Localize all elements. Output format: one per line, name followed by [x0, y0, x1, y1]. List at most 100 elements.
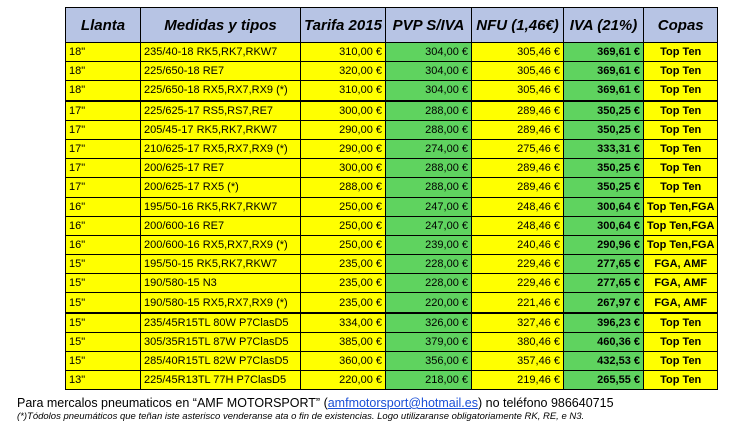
- price-table: Llanta Medidas y tipos Tarifa 2015 PVP S…: [65, 7, 719, 391]
- cell-llanta: 15": [65, 350, 141, 372]
- cell-iva: 350,25 €: [563, 177, 644, 198]
- table-header-row: Llanta Medidas y tipos Tarifa 2015 PVP S…: [65, 7, 719, 43]
- table-row: 13" 225/45R13TL 77H P7ClasD5 220,00 €218,0…: [65, 370, 719, 391]
- cell-copas: Top Ten: [642, 311, 719, 333]
- cell-medida: 200/600-16 RE7: [140, 215, 301, 236]
- table-row: 16" 200/600-16 RX5,RX7,RX9 (*) 250,00 €239…: [65, 234, 719, 256]
- cell-tarifa: 334,00 €: [300, 311, 386, 333]
- cell-tarifa: 288,00 €: [300, 177, 386, 198]
- cell-medida: 235/45R15TL 80W P7ClasD5: [140, 311, 301, 333]
- cell-copas: Top Ten,FGA: [642, 196, 719, 217]
- cell-nfu: 305,46 €: [471, 61, 564, 82]
- cell-medida: 205/45-17 RK5,RK7,RKW7: [140, 119, 301, 140]
- cell-tarifa: 250,00 €: [300, 215, 386, 236]
- header-pvp: PVP S/IVA: [385, 7, 472, 43]
- asterisk-note: (*)Tódolos pneumáticos que teñan iste as…: [17, 411, 585, 422]
- cell-copas: Top Ten: [642, 331, 719, 353]
- cell-llanta: 18": [65, 80, 141, 102]
- cell-iva: 369,61 €: [563, 61, 644, 82]
- cell-iva: 265,55 €: [563, 370, 644, 391]
- table-row: 16" 195/50-16 RK5,RK7,RKW7 250,00 €247,00 …: [65, 196, 719, 217]
- cell-llanta: 17": [65, 177, 141, 198]
- cell-copas: Top Ten: [642, 41, 719, 63]
- cell-pvp: 239,00 €: [385, 234, 472, 256]
- cell-pvp: 326,00 €: [385, 311, 472, 333]
- table-row: 17" 205/45-17 RK5,RK7,RKW7 290,00 €288,00 …: [65, 119, 719, 140]
- cell-copas: Top Ten: [642, 99, 719, 121]
- cell-iva: 350,25 €: [563, 99, 644, 121]
- cell-iva: 277,65 €: [563, 254, 644, 275]
- cell-tarifa: 290,00 €: [300, 119, 386, 140]
- cell-iva: 300,64 €: [563, 196, 644, 217]
- cell-llanta: 13": [65, 370, 141, 391]
- cell-pvp: 220,00 €: [385, 292, 472, 314]
- cell-nfu: 229,46 €: [471, 254, 564, 275]
- contact-text-after: ) no teléfono 986640715: [477, 396, 614, 410]
- cell-medida: 235/40-18 RK5,RK7,RKW7: [140, 41, 301, 63]
- cell-iva: 432,53 €: [563, 350, 644, 372]
- cell-nfu: 248,46 €: [471, 196, 564, 217]
- email-link[interactable]: amfmotorsport@hotmail.es: [327, 396, 478, 410]
- header-copas: Copas: [642, 7, 719, 43]
- cell-nfu: 248,46 €: [471, 215, 564, 236]
- cell-llanta: 17": [65, 138, 141, 160]
- cell-llanta: 17": [65, 119, 141, 140]
- cell-copas: FGA, AMF: [642, 292, 719, 314]
- table-row: 18" 225/650-18 RE7 320,00 €304,00 €305,46 …: [65, 61, 719, 82]
- table-row: 16" 200/600-16 RE7 250,00 €247,00 €248,46 …: [65, 215, 719, 236]
- cell-copas: FGA, AMF: [642, 254, 719, 275]
- cell-copas: Top Ten: [642, 80, 719, 102]
- cell-nfu: 289,46 €: [471, 177, 564, 198]
- cell-tarifa: 320,00 €: [300, 61, 386, 82]
- contact-line: Para mercalos pneumaticos en “AMF MOTORS…: [17, 396, 737, 410]
- cell-pvp: 356,00 €: [385, 350, 472, 372]
- cell-medida: 225/45R13TL 77H P7ClasD5: [140, 370, 301, 391]
- cell-llanta: 15": [65, 292, 141, 314]
- cell-pvp: 218,00 €: [385, 370, 472, 391]
- cell-pvp: 304,00 €: [385, 80, 472, 102]
- cell-llanta: 16": [65, 215, 141, 236]
- table-row: 17" 210/625-17 RX5,RX7,RX9 (*) 290,00 €274…: [65, 138, 719, 160]
- cell-tarifa: 290,00 €: [300, 138, 386, 160]
- cell-nfu: 219,46 €: [471, 370, 564, 391]
- cell-pvp: 247,00 €: [385, 215, 472, 236]
- table-row: 18" 225/650-18 RX5,RX7,RX9 (*) 310,00 €304…: [65, 80, 719, 102]
- table-row: 17" 225/625-17 RS5,RS7,RE7 300,00 €288,00 …: [65, 99, 719, 121]
- cell-iva: 290,96 €: [563, 234, 644, 256]
- cell-medida: 225/650-18 RX5,RX7,RX9 (*): [140, 80, 301, 102]
- cell-medida: 200/625-17 RE7: [140, 158, 301, 179]
- cell-llanta: 15": [65, 311, 141, 333]
- cell-copas: Top Ten: [642, 177, 719, 198]
- cell-llanta: 17": [65, 99, 141, 121]
- cell-medida: 200/600-16 RX5,RX7,RX9 (*): [140, 234, 301, 256]
- cell-llanta: 15": [65, 331, 141, 353]
- cell-medida: 225/650-18 RE7: [140, 61, 301, 82]
- table-row: 18" 235/40-18 RK5,RK7,RKW7 310,00 €304,00 …: [65, 41, 719, 63]
- table-body: 18" 235/40-18 RK5,RK7,RKW7 310,00 €304,00 …: [65, 41, 719, 391]
- cell-pvp: 288,00 €: [385, 177, 472, 198]
- table-row: 17" 200/625-17 RE7 300,00 €288,00 €289,46 …: [65, 158, 719, 179]
- cell-iva: 350,25 €: [563, 158, 644, 179]
- cell-medida: 210/625-17 RX5,RX7,RX9 (*): [140, 138, 301, 160]
- cell-tarifa: 360,00 €: [300, 350, 386, 372]
- cell-tarifa: 235,00 €: [300, 292, 386, 314]
- cell-iva: 267,97 €: [563, 292, 644, 314]
- cell-medida: 285/40R15TL 82W P7ClasD5: [140, 350, 301, 372]
- header-iva: IVA (21%): [563, 7, 644, 43]
- cell-nfu: 240,46 €: [471, 234, 564, 256]
- cell-llanta: 15": [65, 254, 141, 275]
- cell-nfu: 327,46 €: [471, 311, 564, 333]
- cell-copas: Top Ten,FGA: [642, 234, 719, 256]
- cell-copas: Top Ten: [642, 370, 719, 391]
- cell-nfu: 289,46 €: [471, 99, 564, 121]
- cell-medida: 200/625-17 RX5 (*): [140, 177, 301, 198]
- cell-medida: 190/580-15 N3: [140, 273, 301, 294]
- cell-iva: 369,61 €: [563, 41, 644, 63]
- table-row: 15" 305/35R15TL 87W P7ClasD5 385,00 €379,0…: [65, 331, 719, 353]
- table-row: 15" 285/40R15TL 82W P7ClasD5 360,00 €356,0…: [65, 350, 719, 372]
- cell-iva: 369,61 €: [563, 80, 644, 102]
- header-tarifa: Tarifa 2015: [300, 7, 386, 43]
- cell-nfu: 305,46 €: [471, 80, 564, 102]
- cell-medida: 195/50-15 RK5,RK7,RKW7: [140, 254, 301, 275]
- cell-medida: 225/625-17 RS5,RS7,RE7: [140, 99, 301, 121]
